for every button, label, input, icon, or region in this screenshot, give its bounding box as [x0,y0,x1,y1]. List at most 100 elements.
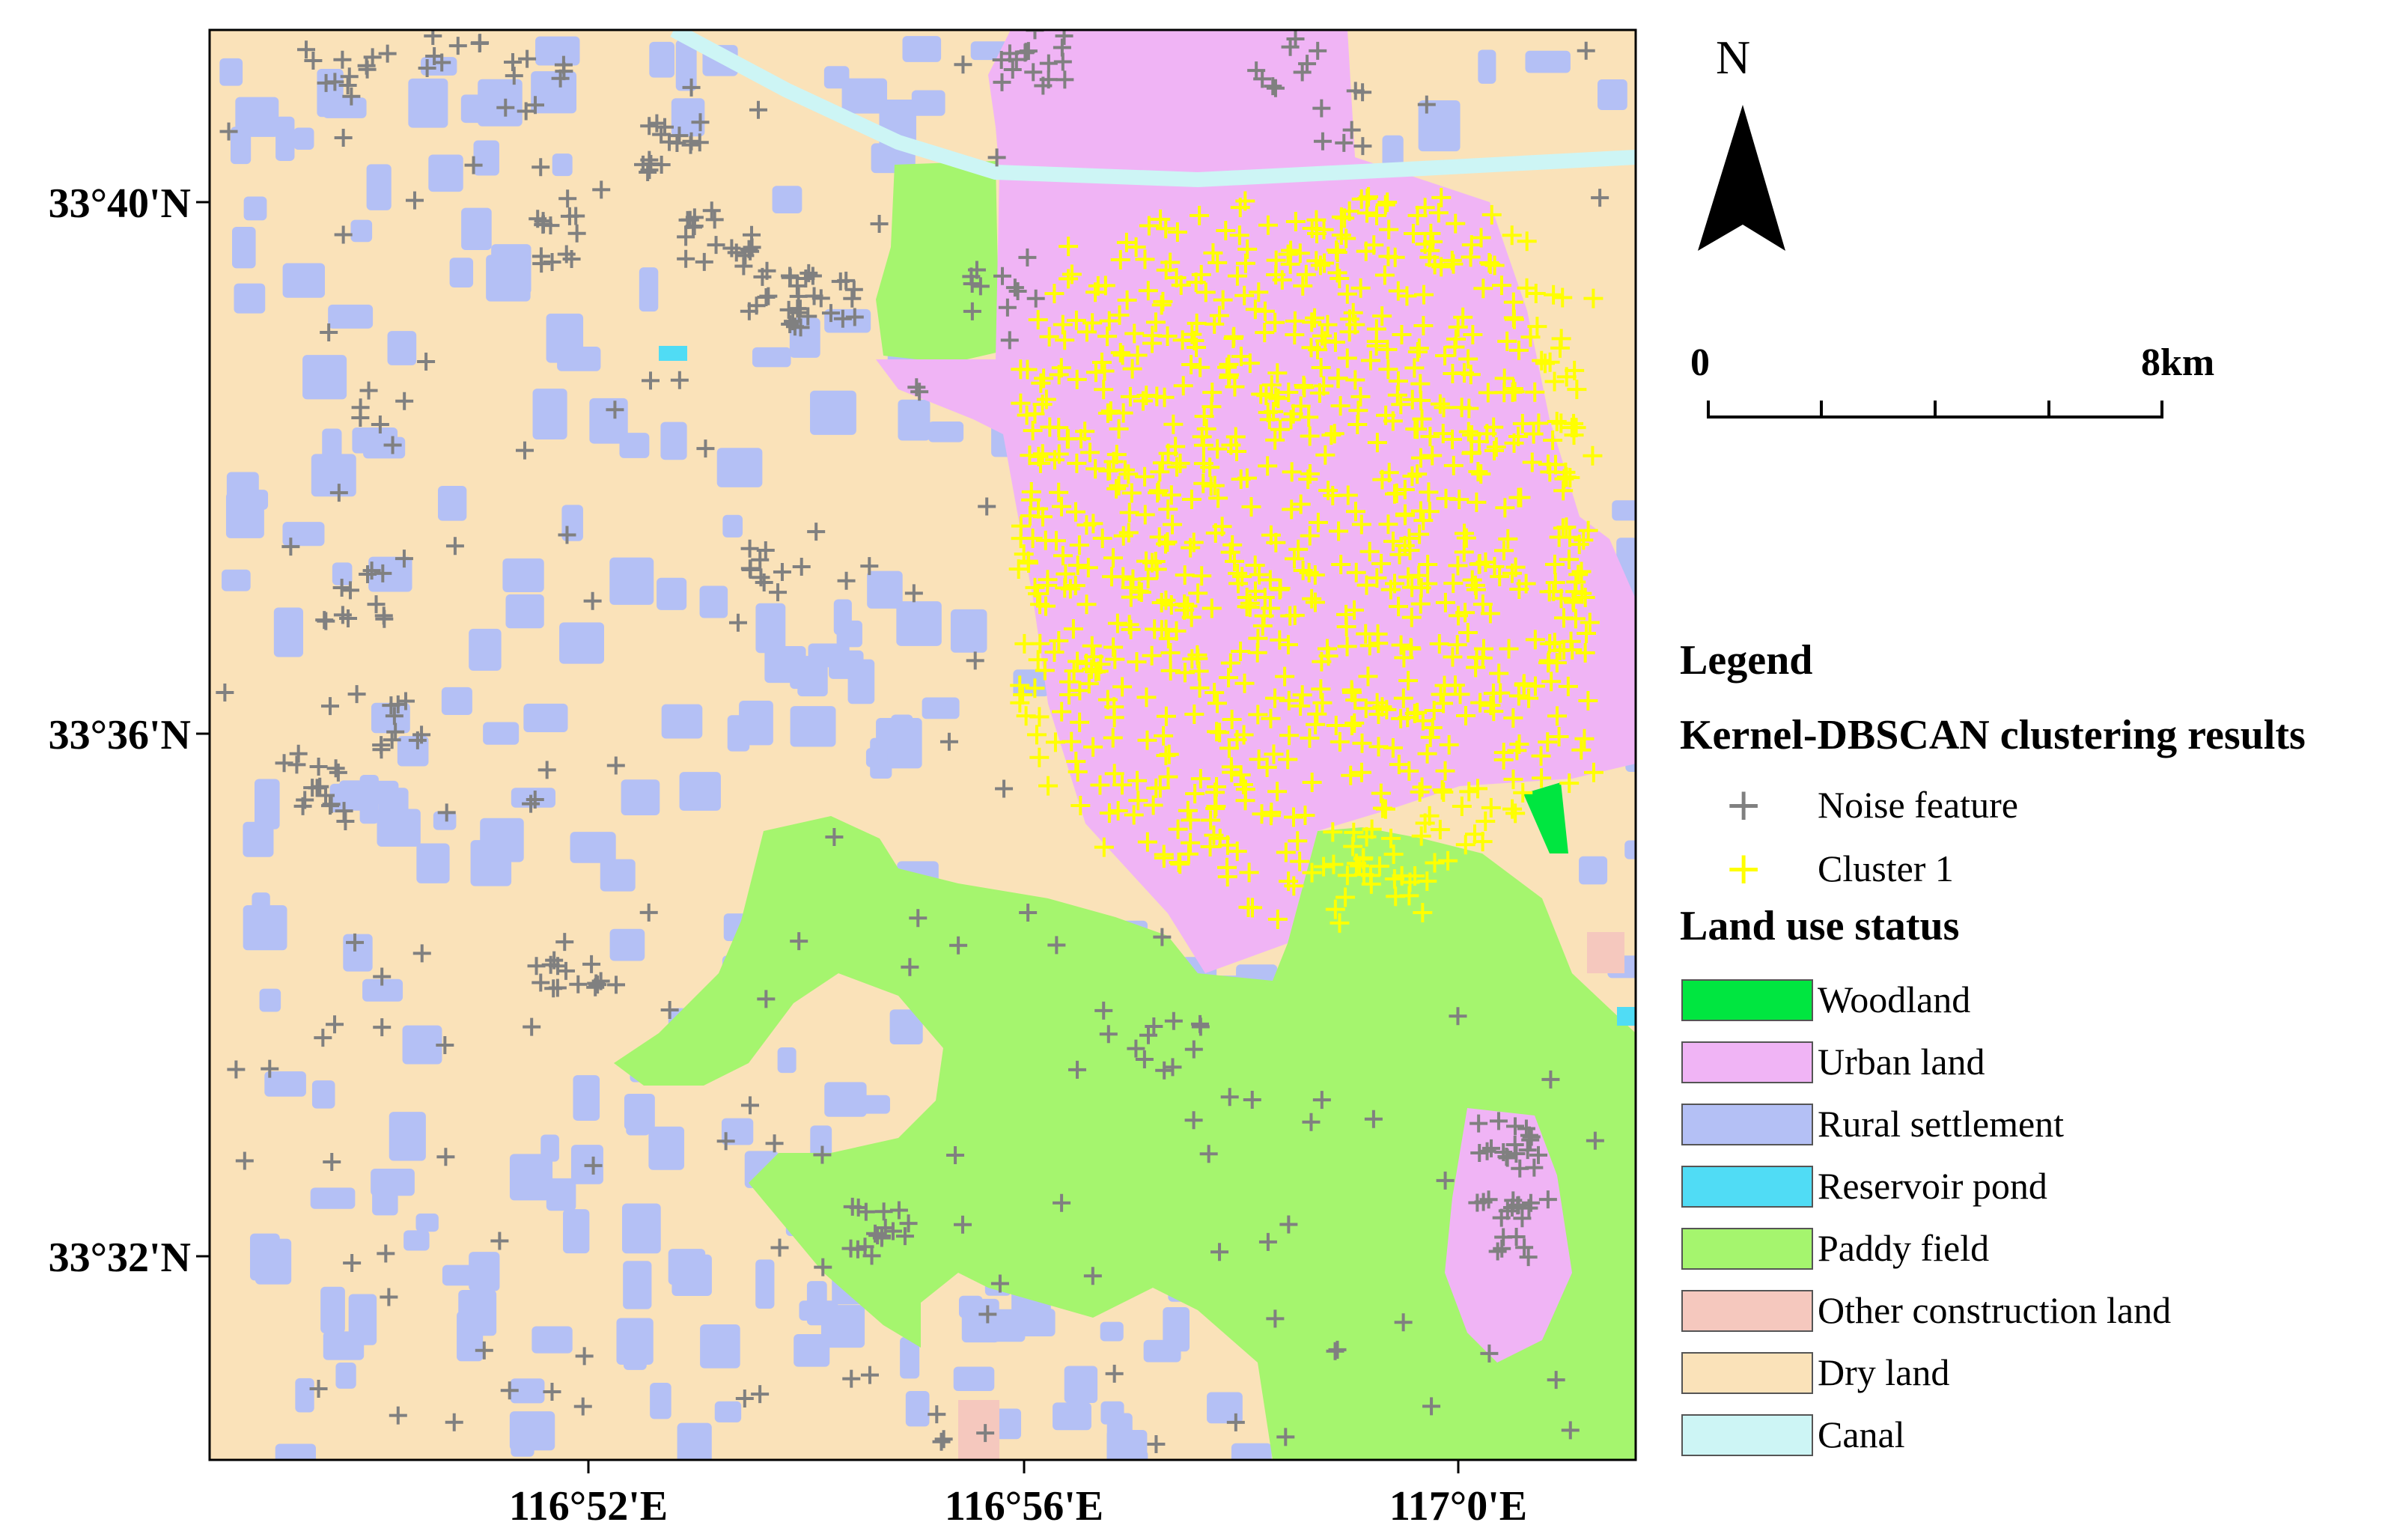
cluster-1-point [1519,688,1539,708]
cluster-1-point [1295,805,1315,825]
rural-settlement-patch [679,772,721,811]
rural-settlement-patch [273,607,303,657]
cluster-1-point [1109,419,1129,439]
noise-feature-point [437,803,456,822]
rural-settlement-patch [275,1443,316,1460]
noise-feature-point [727,243,746,262]
cluster-1-point [1411,578,1431,598]
cluster-1-point [1204,825,1224,845]
rural-settlement-patch [648,1126,685,1170]
cluster-1-point [1455,363,1475,383]
cluster-1-layer [1008,186,1603,933]
cluster-1-point [1187,313,1207,333]
cluster-1-point [1509,734,1529,755]
noise-feature-point [844,280,863,299]
noise-feature-point [281,538,300,556]
paddy-field-area-south [614,816,1636,1460]
cluster-1-point [1285,311,1305,331]
cluster-1-point [1302,312,1322,332]
noise-feature-point [341,581,359,600]
cluster-1-point [1045,450,1065,470]
cluster-1-point [1030,594,1050,615]
rural-settlement-patch [833,599,852,635]
cluster-1-point [1113,403,1133,423]
cluster-1-point [1393,688,1413,708]
cluster-1-point [1461,443,1481,463]
cluster-1-point [1135,505,1155,525]
rural-settlement-patch [852,1095,890,1114]
cluster-1-point [1344,713,1365,733]
cluster-1-point [1059,237,1079,257]
legend-item-rural-settlement: Rural settlement [1680,1098,2064,1150]
cluster-1-point [1205,799,1225,819]
cluster-1-point [1351,189,1371,209]
cluster-1-point [1258,456,1278,476]
cluster-1-point [1465,824,1485,844]
rural-settlement-patch [557,346,601,371]
noise-feature-point [332,578,351,597]
cluster-1-point [1423,231,1443,252]
cluster-1-point [1468,779,1488,799]
cluster-1-point [1503,707,1523,728]
noise-feature-point [505,67,523,85]
noise-feature-point [1127,1039,1145,1058]
rural-settlement-patch [650,1382,671,1419]
cluster-1-point [1422,445,1443,466]
noise-feature-point [475,1341,493,1360]
cluster-1-point [1547,706,1568,726]
cluster-1-point [1389,755,1409,775]
noise-feature-point [378,44,397,63]
cluster-1-point [1193,473,1213,493]
rural-settlement-patch [1418,100,1461,152]
noise-feature-point [845,308,864,326]
rural-settlement-patch [755,1259,775,1309]
cluster-1-point [1367,433,1387,453]
cluster-1-point [1270,630,1290,650]
cluster-1-point [1356,699,1376,719]
legend-item-other-construction-land: Other construction land [1680,1284,2171,1336]
noise-feature-point [1518,1141,1537,1160]
cluster-1-point [1265,688,1285,708]
cluster-1-point [1469,554,1489,574]
cluster-1-point [1580,612,1600,633]
cluster-1-point [1386,886,1406,907]
cluster-1-point [1352,733,1372,753]
cluster-1-point [1389,597,1409,617]
cluster-1-point [1420,427,1440,447]
cluster-1-point [1420,727,1440,747]
cluster-1-point [1317,639,1337,659]
cluster-1-point [1103,548,1123,568]
cluster-1-point [1230,198,1250,218]
cluster-1-point [1156,706,1176,726]
cluster-1-point [1335,887,1356,907]
cluster-1-point [1328,368,1348,388]
cluster-1-point [1388,281,1408,301]
cluster-1-point [1401,607,1422,627]
cluster-1-point [1117,290,1137,310]
noise-feature-point [825,827,844,846]
cluster-1-point [1171,275,1191,295]
cluster-1-point [1526,283,1546,303]
cluster-1-point [1305,592,1325,612]
cluster-1-point [1028,650,1048,670]
noise-feature-point [342,87,361,106]
noise-feature-point [383,436,402,454]
rural-settlement-patch [478,79,523,127]
cluster-1-point [1547,411,1567,431]
cluster-1-point [1156,219,1176,239]
cluster-1-point [1278,749,1298,770]
cluster-1-point [1325,899,1345,919]
cluster-1-point [1540,633,1560,654]
noise-feature-point [1276,1428,1295,1446]
cluster-1-point [1258,215,1278,235]
noise-feature-point [557,245,576,264]
cluster-1-point [1513,782,1533,803]
cluster-1-point [1028,310,1048,330]
cluster-1-point [1279,382,1299,402]
rural-settlement-patch [928,421,964,442]
cluster-1-point [1100,401,1121,421]
cluster-1-point [1411,826,1431,846]
rural-settlement-patch [772,186,802,214]
rural-settlement-patch [234,283,266,314]
cluster-1-point [1268,389,1288,409]
